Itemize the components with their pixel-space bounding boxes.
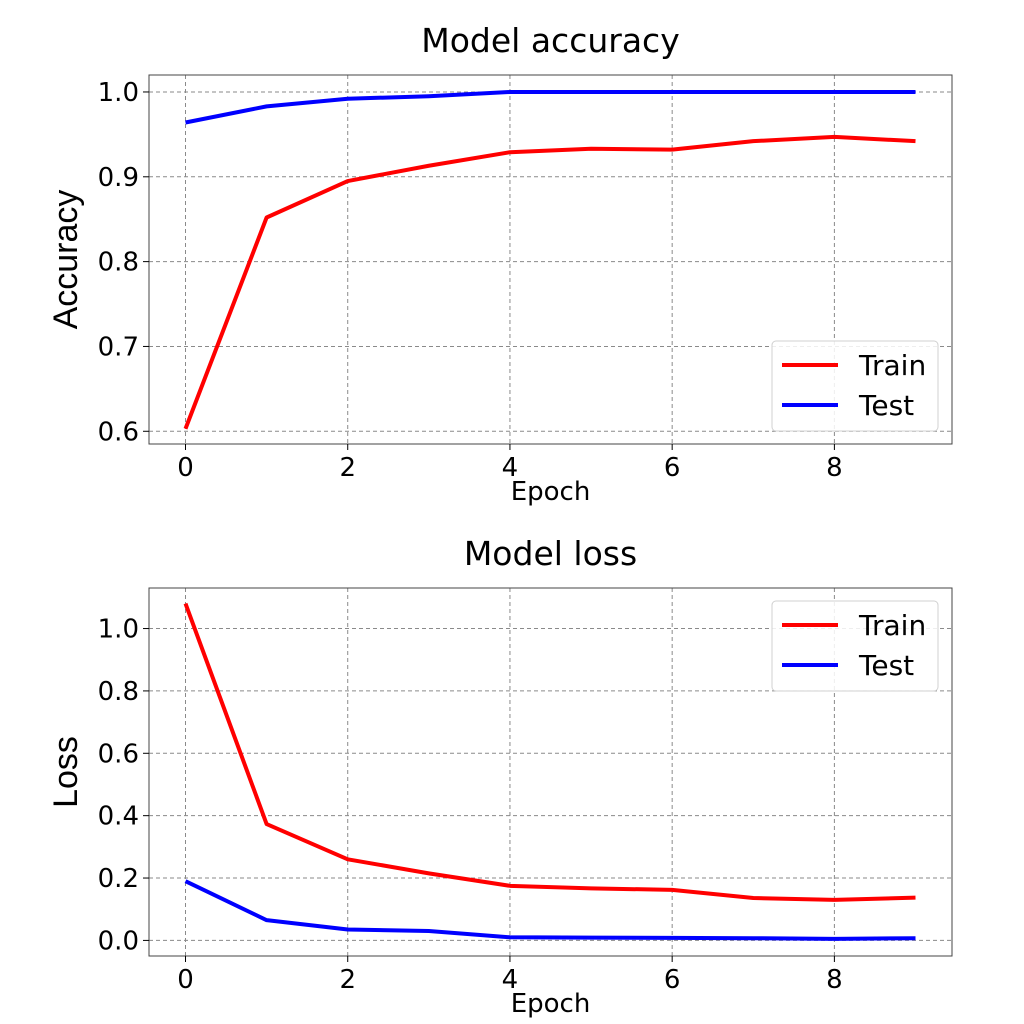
series-line-train bbox=[183, 602, 916, 902]
y-tick-label: 0.6 bbox=[98, 417, 139, 447]
y-tick-label: 1.0 bbox=[98, 78, 139, 108]
x-tick-label: 0 bbox=[177, 965, 194, 995]
axes-frame bbox=[148, 587, 953, 957]
chart-title: Model loss bbox=[464, 534, 637, 573]
x-tick-label: 4 bbox=[502, 453, 519, 483]
series-line-train bbox=[183, 134, 916, 430]
x-axis-label: Epoch bbox=[511, 989, 591, 1019]
x-tick-label: 2 bbox=[339, 965, 356, 995]
y-tick-label: 0.2 bbox=[98, 864, 139, 894]
legend-label-train: Train bbox=[858, 349, 926, 382]
y-tick-label: 0.0 bbox=[98, 926, 139, 956]
chart-title: Model accuracy bbox=[421, 21, 679, 60]
legend: Train Test bbox=[771, 340, 939, 432]
x-tick-label: 2 bbox=[339, 453, 356, 483]
y-tick-label: 0.4 bbox=[98, 802, 139, 832]
y-tick-label: 0.7 bbox=[98, 332, 139, 362]
x-tick-label: 8 bbox=[826, 453, 843, 483]
x-tick-label: 6 bbox=[664, 965, 681, 995]
y-axis-label: Loss bbox=[47, 736, 85, 808]
y-tick-label: 1.0 bbox=[98, 615, 139, 645]
y-axis-label: Accuracy bbox=[47, 190, 85, 330]
series-line-test bbox=[184, 879, 916, 941]
x-tick-label: 8 bbox=[826, 965, 843, 995]
x-tick-label: 4 bbox=[502, 965, 519, 995]
legend-label-train: Train bbox=[858, 609, 926, 642]
legend: Train Test bbox=[771, 600, 939, 692]
y-tick-label: 0.8 bbox=[98, 248, 139, 278]
y-tick-label: 0.8 bbox=[98, 677, 139, 707]
legend-label-test: Test bbox=[858, 649, 914, 682]
x-tick-label: 6 bbox=[664, 453, 681, 483]
legend-label-test: Test bbox=[858, 389, 914, 422]
series-line-test bbox=[185, 89, 916, 125]
y-tick-label: 0.6 bbox=[98, 739, 139, 769]
x-axis-label: Epoch bbox=[511, 477, 591, 507]
axes-frame bbox=[148, 74, 953, 445]
loss-chart: 0 2 4 6 8 0.0 0.2 0.4 0.6 0.8 1.0 Model loss Epoch Lo… bbox=[47, 534, 953, 1019]
accuracy-chart: 0 2 4 6 8 0.6 0.7 0.8 0.9 1.0 Model accuracy Epoch A… bbox=[47, 21, 953, 507]
y-tick-label: 0.9 bbox=[98, 163, 139, 193]
x-tick-label: 0 bbox=[177, 453, 194, 483]
